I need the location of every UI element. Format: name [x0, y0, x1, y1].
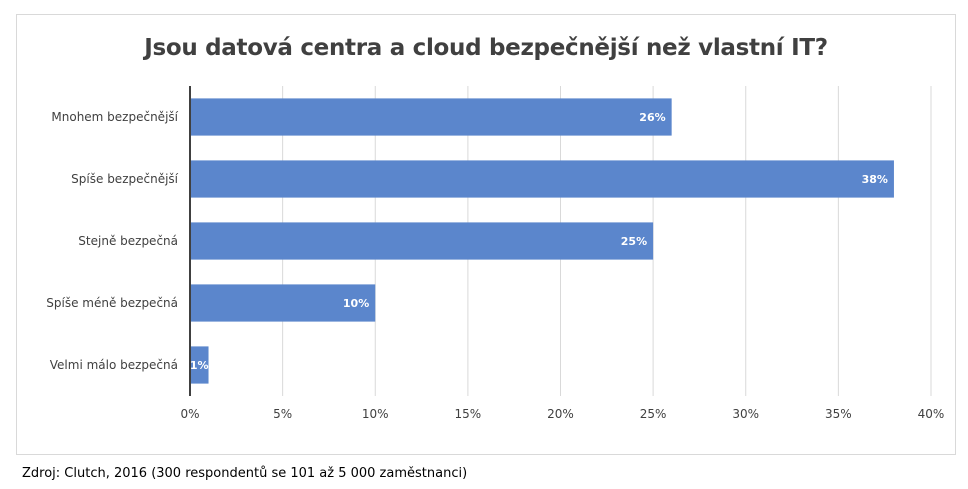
category-label-2: Stejně bezpečná	[78, 234, 178, 248]
x-tick-label-2: 10%	[362, 407, 389, 421]
bar-2	[190, 222, 654, 260]
category-label-3: Spíše méně bezpečná	[46, 296, 178, 310]
category-label-1: Spíše bezpečnější	[71, 172, 178, 186]
x-tick-label-3: 15%	[455, 407, 482, 421]
category-label-0: Mnohem bezpečnější	[51, 110, 178, 124]
data-label-4: 1%	[190, 359, 209, 372]
source-note: Zdroj: Clutch, 2016 (300 respondentů se …	[22, 466, 468, 481]
data-label-3: 10%	[343, 297, 369, 310]
category-label-4: Velmi málo bezpečná	[50, 358, 178, 372]
chart-title: Jsou datová centra a cloud bezpečnější n…	[144, 35, 828, 61]
data-label-0: 26%	[639, 111, 665, 124]
x-tick-label-1: 5%	[273, 407, 292, 421]
data-label-1: 38%	[862, 173, 888, 186]
bar-1	[190, 160, 894, 198]
x-tick-label-7: 35%	[825, 407, 852, 421]
x-tick-label-8: 40%	[918, 407, 945, 421]
bar-3	[190, 284, 376, 322]
bar-4	[190, 346, 209, 384]
x-tick-label-0: 0%	[180, 407, 199, 421]
x-tick-label-5: 25%	[640, 407, 667, 421]
x-tick-label-6: 30%	[732, 407, 759, 421]
bar-0	[190, 98, 672, 136]
x-tick-label-4: 20%	[547, 407, 574, 421]
data-label-2: 25%	[621, 235, 647, 248]
